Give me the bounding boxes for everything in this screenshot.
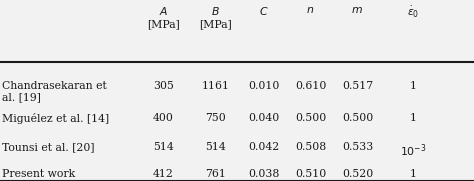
Text: 400: 400: [153, 113, 174, 123]
Text: 0.042: 0.042: [248, 142, 279, 152]
Text: 0.508: 0.508: [295, 142, 326, 152]
Text: $m$: $m$: [352, 5, 363, 15]
Text: 0.010: 0.010: [248, 81, 279, 90]
Text: 750: 750: [205, 113, 226, 123]
Text: 0.500: 0.500: [295, 113, 326, 123]
Text: 0.038: 0.038: [248, 169, 279, 179]
Text: Chandrasekaran et
al. [19]: Chandrasekaran et al. [19]: [2, 81, 107, 102]
Text: 514: 514: [153, 142, 174, 152]
Text: 0.533: 0.533: [342, 142, 373, 152]
Text: 412: 412: [153, 169, 174, 179]
Text: 1161: 1161: [201, 81, 230, 90]
Text: Tounsi et al. [20]: Tounsi et al. [20]: [2, 142, 95, 152]
Text: 0.510: 0.510: [295, 169, 326, 179]
Text: $A$
[MPa]: $A$ [MPa]: [147, 5, 180, 29]
Text: $\dot{\varepsilon}_0$: $\dot{\varepsilon}_0$: [407, 5, 419, 20]
Text: $B$
[MPa]: $B$ [MPa]: [199, 5, 232, 29]
Text: $n$: $n$: [306, 5, 315, 15]
Text: 0.040: 0.040: [248, 113, 279, 123]
Text: $10^{-3}$: $10^{-3}$: [400, 142, 427, 159]
Text: 1: 1: [410, 113, 417, 123]
Text: 514: 514: [205, 142, 226, 152]
Text: $C$: $C$: [259, 5, 268, 17]
Text: 0.500: 0.500: [342, 113, 373, 123]
Text: 761: 761: [205, 169, 226, 179]
Text: 0.520: 0.520: [342, 169, 373, 179]
Text: 1: 1: [410, 81, 417, 90]
Text: 0.517: 0.517: [342, 81, 373, 90]
Text: 1: 1: [410, 169, 417, 179]
Text: Miguélez et al. [14]: Miguélez et al. [14]: [2, 113, 109, 124]
Text: 305: 305: [153, 81, 174, 90]
Text: 0.610: 0.610: [295, 81, 326, 90]
Text: Present work: Present work: [2, 169, 76, 179]
